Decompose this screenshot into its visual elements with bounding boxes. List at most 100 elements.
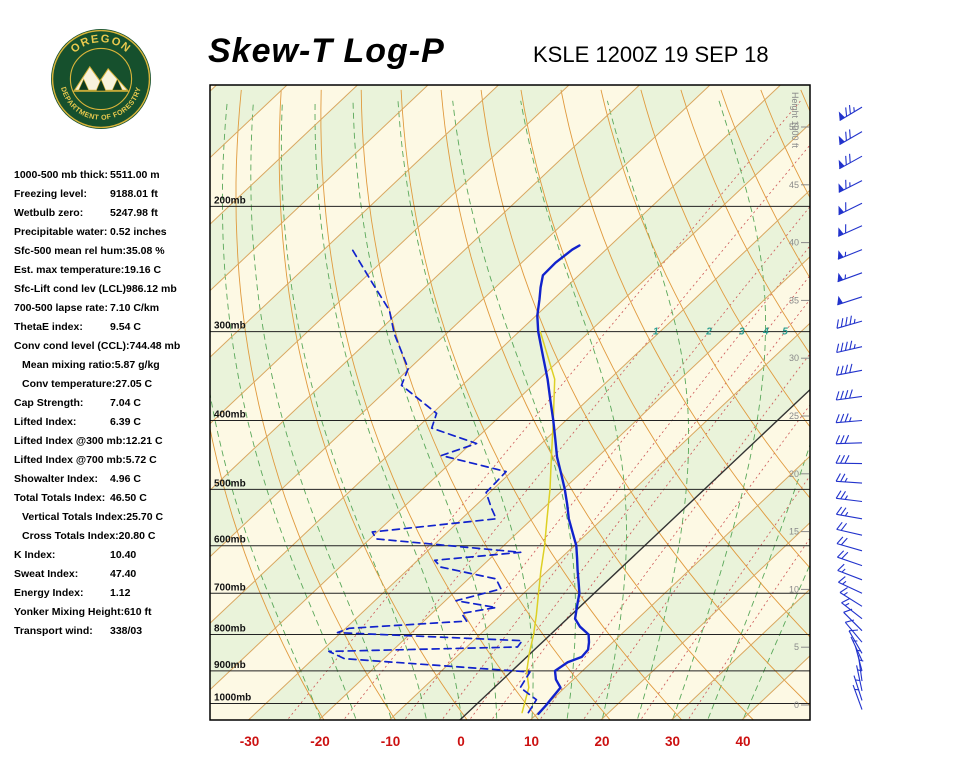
stat-label: Sfc-Lift cond lev (LCL) <box>14 283 126 295</box>
pressure-label: 900mb <box>214 660 246 671</box>
stat-label: Wetbulb zero: <box>14 207 84 219</box>
stat-row: Yonker Mixing Height:610 ft <box>14 603 214 622</box>
height-tick-label: 25 <box>789 411 799 421</box>
wetbulb-trace <box>521 330 556 714</box>
height-tick-label: 30 <box>789 353 799 363</box>
pressure-label: 300mb <box>214 321 246 332</box>
mixing-ratio-label: 1 <box>653 327 659 338</box>
stat-label: Sweat Index: <box>14 568 79 580</box>
stat-value: 35.08 % <box>126 245 165 257</box>
height-tick-label: 45 <box>789 180 799 190</box>
stat-label: Transport wind: <box>14 625 93 637</box>
stat-label: Cap Strength: <box>14 397 84 409</box>
mixing-ratio-label: 2 <box>705 327 712 338</box>
stat-value: 47.40 <box>110 568 137 580</box>
temp-tick-label: -10 <box>381 734 401 749</box>
stat-row: 700-500 lapse rate: 7.10 C/km <box>14 299 214 318</box>
stat-label: Total Totals Index: <box>14 492 106 504</box>
mixing-ratio-label: 4 <box>762 327 769 338</box>
stat-row: Wetbulb zero: 5247.98 ft <box>14 204 214 223</box>
stat-value: 5511.00 m <box>110 169 160 181</box>
stat-label: Lifted Index: <box>14 416 77 428</box>
dewpoint-trace <box>328 248 538 714</box>
stat-row: Cross Totals Index:20.80 C <box>14 527 214 546</box>
stat-label: Precipitable water: <box>14 226 108 238</box>
stat-label: Lifted Index @300 mb: <box>14 435 126 447</box>
axis-labels: 200mb 300mb 400mb 500mb 600mb 700mb 800mb 900mb… <box>214 92 809 749</box>
tree-icon <box>78 78 90 91</box>
stat-value: 5247.98 ft <box>110 207 158 219</box>
stat-label: Mean mixing ratio: <box>22 359 115 371</box>
stat-label: Sfc-500 mean rel hum: <box>14 245 127 257</box>
stat-value: 4.96 C <box>110 473 141 485</box>
height-axis-title: Height 1000 ft <box>790 92 800 149</box>
pressure-label: 800mb <box>214 624 246 635</box>
stat-value: 25.70 C <box>126 511 164 523</box>
stat-row: Conv cond level (CCL):744.48 mb <box>14 337 214 356</box>
height-tick-label: 5 <box>794 642 799 652</box>
stat-label: Conv cond level (CCL): <box>14 340 130 352</box>
stat-value: 6.39 C <box>110 416 141 428</box>
wind-barbs <box>835 105 864 710</box>
station-info: KSLE 1200Z 19 SEP 18 <box>533 42 769 67</box>
height-tick-label: 20 <box>789 469 799 479</box>
height-tick-label: 40 <box>789 238 799 248</box>
stat-label: Energy Index: <box>14 587 84 599</box>
stat-value: 610 ft <box>124 606 152 618</box>
stat-label: Cross Totals Index: <box>22 530 119 542</box>
stat-label: Yonker Mixing Height: <box>14 606 125 618</box>
stat-label: K Index: <box>14 549 56 561</box>
stat-value: 27.05 C <box>115 378 153 390</box>
height-tick-label: 15 <box>789 527 799 537</box>
mixing-ratio-label: 5 <box>782 327 788 338</box>
stat-row: Lifted Index @700 mb:5.72 C <box>14 451 214 470</box>
stat-label: 700-500 lapse rate: <box>14 302 108 314</box>
stat-row: Mean mixing ratio:5.87 g/kg <box>14 356 214 375</box>
stat-value: 7.04 C <box>110 397 141 409</box>
stat-value: 7.10 C/km <box>110 302 160 314</box>
stat-row: Freezing level: 9188.01 ft <box>14 185 214 204</box>
stat-value: 986.12 mb <box>126 283 177 295</box>
stat-value: 5.72 C <box>125 454 157 466</box>
stats-panel: 1000-500 mb thick: 5511.00 m Freezing leve… <box>14 166 214 641</box>
stat-row: Cap Strength: 7.04 C <box>14 394 214 413</box>
stat-label: Lifted Index @700 mb: <box>14 454 126 466</box>
height-tick-label: 0 <box>794 700 799 710</box>
temp-tick-label: 30 <box>665 734 680 749</box>
stat-value: 20.80 C <box>118 530 156 542</box>
stat-value: 12.21 C <box>125 435 163 447</box>
stat-value: 10.40 <box>110 549 137 561</box>
height-tick-label: 10 <box>789 584 799 594</box>
stat-value: 46.50 C <box>110 492 147 504</box>
stat-row: Lifted Index @300 mb:12.21 C <box>14 432 214 451</box>
stat-row: Vertical Totals Index:25.70 C <box>14 508 214 527</box>
temp-tick-label: -30 <box>240 734 260 749</box>
chart-border <box>209 84 811 721</box>
pressure-label: 200mb <box>214 195 246 206</box>
pressure-label: 700mb <box>214 582 246 593</box>
stat-label: Conv temperature: <box>22 378 116 390</box>
stat-value: 0.52 inches <box>110 226 167 238</box>
page-title: Skew-T Log-P <box>208 32 445 70</box>
stat-label: Est. max temperature: <box>14 264 125 276</box>
height-tick-label: 50 <box>789 122 799 132</box>
stat-value: 19.16 C <box>124 264 162 276</box>
pressure-label: 600mb <box>214 535 246 546</box>
stat-row: Energy Index: 1.12 <box>14 584 214 603</box>
stat-label: Vertical Totals Index: <box>22 511 127 523</box>
stat-value: 9188.01 ft <box>110 188 158 200</box>
stat-label: Showalter Index: <box>14 473 99 485</box>
stat-label: Freezing level: <box>14 188 87 200</box>
stat-value: 338/03 <box>110 625 143 637</box>
stat-value: 744.48 mb <box>129 340 181 352</box>
height-tick-label: 35 <box>789 295 799 305</box>
stat-row: Sfc-Lift cond lev (LCL)986.12 mb <box>14 280 214 299</box>
plot-area <box>210 85 810 720</box>
tree-icon <box>111 78 123 91</box>
stat-row: Sweat Index: 47.40 <box>14 565 214 584</box>
stat-label: ThetaE index: <box>14 321 83 333</box>
temp-tick-label: 20 <box>594 734 609 749</box>
odf-logo: OREGON DEPARTMENT OF FORESTRY <box>50 28 152 130</box>
